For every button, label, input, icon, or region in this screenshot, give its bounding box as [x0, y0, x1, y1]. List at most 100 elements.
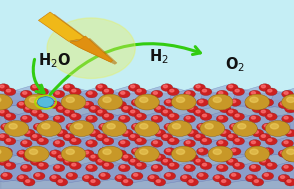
Circle shape [6, 163, 11, 166]
Circle shape [102, 121, 127, 136]
Circle shape [222, 155, 226, 158]
Circle shape [0, 97, 1, 102]
Circle shape [268, 163, 272, 166]
Polygon shape [43, 14, 92, 44]
Circle shape [33, 99, 45, 106]
Circle shape [128, 133, 140, 141]
Circle shape [268, 89, 272, 92]
Circle shape [265, 121, 290, 136]
Circle shape [4, 88, 16, 96]
Circle shape [101, 149, 105, 152]
Circle shape [265, 162, 277, 170]
Circle shape [121, 154, 133, 161]
Circle shape [0, 135, 4, 137]
Circle shape [186, 141, 190, 144]
Circle shape [0, 158, 9, 166]
Circle shape [167, 121, 192, 136]
Circle shape [196, 159, 200, 162]
Circle shape [215, 127, 219, 129]
Circle shape [135, 88, 146, 96]
Polygon shape [74, 38, 117, 64]
Polygon shape [41, 86, 97, 109]
Circle shape [24, 146, 49, 162]
Circle shape [66, 149, 74, 154]
Circle shape [23, 129, 35, 137]
Circle shape [261, 85, 265, 88]
Polygon shape [40, 112, 96, 134]
Circle shape [248, 151, 252, 154]
Circle shape [249, 115, 261, 123]
Circle shape [219, 178, 231, 186]
Circle shape [53, 164, 65, 172]
Circle shape [72, 89, 76, 92]
Circle shape [170, 163, 174, 166]
Circle shape [104, 114, 108, 117]
Circle shape [131, 148, 143, 155]
Circle shape [151, 164, 163, 172]
Circle shape [131, 172, 143, 180]
Circle shape [148, 125, 159, 133]
Circle shape [1, 123, 12, 131]
Polygon shape [199, 85, 255, 108]
Polygon shape [69, 135, 125, 157]
Circle shape [53, 90, 65, 98]
Circle shape [58, 107, 62, 109]
Circle shape [282, 140, 293, 147]
Circle shape [36, 100, 40, 103]
Circle shape [115, 174, 127, 182]
Circle shape [229, 123, 241, 131]
Circle shape [186, 166, 190, 168]
Circle shape [153, 92, 158, 94]
Circle shape [52, 127, 56, 129]
Circle shape [229, 110, 233, 113]
Circle shape [278, 174, 290, 182]
Circle shape [55, 116, 59, 119]
Circle shape [63, 84, 75, 91]
Circle shape [55, 141, 59, 144]
Polygon shape [269, 87, 294, 111]
Circle shape [172, 124, 181, 129]
Circle shape [30, 158, 42, 166]
Circle shape [163, 85, 167, 88]
Circle shape [189, 131, 193, 133]
Circle shape [58, 155, 62, 158]
Circle shape [254, 107, 258, 109]
Circle shape [194, 158, 206, 166]
Circle shape [72, 139, 76, 141]
Circle shape [4, 162, 16, 170]
Circle shape [154, 129, 166, 137]
Circle shape [285, 178, 294, 186]
Circle shape [284, 116, 288, 119]
Circle shape [63, 109, 75, 116]
Circle shape [164, 123, 176, 131]
Circle shape [121, 105, 133, 113]
Circle shape [245, 125, 257, 133]
Circle shape [238, 124, 246, 129]
Circle shape [1, 148, 12, 155]
Circle shape [135, 162, 146, 170]
Circle shape [131, 99, 143, 106]
Circle shape [229, 148, 241, 155]
Circle shape [167, 113, 179, 120]
Circle shape [200, 88, 212, 96]
Circle shape [33, 159, 37, 162]
Circle shape [156, 155, 161, 158]
Circle shape [232, 149, 236, 152]
Circle shape [65, 135, 69, 137]
Circle shape [115, 101, 127, 108]
Circle shape [20, 164, 32, 172]
Circle shape [213, 149, 221, 154]
Circle shape [69, 137, 81, 145]
Circle shape [205, 124, 213, 129]
Circle shape [128, 158, 140, 166]
Circle shape [6, 89, 11, 92]
Text: H$_2$: H$_2$ [149, 47, 169, 66]
Circle shape [69, 113, 81, 120]
Circle shape [39, 139, 43, 141]
Polygon shape [231, 86, 287, 109]
Circle shape [166, 149, 171, 152]
Circle shape [26, 131, 30, 133]
Circle shape [287, 180, 291, 182]
Circle shape [56, 105, 68, 113]
Polygon shape [0, 136, 28, 158]
